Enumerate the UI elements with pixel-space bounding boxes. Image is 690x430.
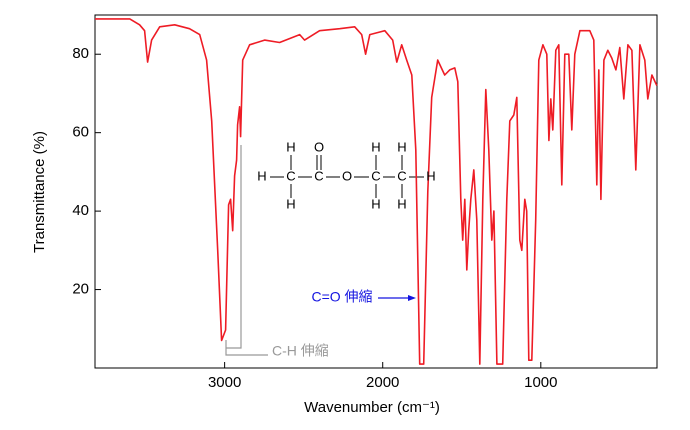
atom-label: H [257, 168, 266, 183]
x-tick-label: 2000 [366, 374, 399, 391]
atom-label: H [286, 139, 295, 154]
structure-bonds [270, 155, 424, 198]
atom-label: C [314, 168, 323, 183]
y-tick-label: 40 [72, 202, 89, 219]
atom-label: H [371, 196, 380, 211]
x-tick-label: 3000 [208, 374, 241, 391]
y-axis-label: Transmittance (%) [31, 131, 48, 253]
annotation: C=O 伸縮 [311, 289, 372, 305]
atom-label: C [397, 168, 406, 183]
spectrum-line [95, 18, 658, 365]
atom-label: O [314, 139, 324, 154]
plot-frame [94, 14, 658, 369]
atom-label: H [397, 196, 406, 211]
atom-label: C [286, 168, 295, 183]
annotation: C-H 伸縮 [272, 343, 329, 359]
ch-bracket [225, 145, 268, 356]
co-arrow [378, 295, 416, 301]
y-tick-label: 20 [72, 281, 89, 298]
atom-label: C [371, 168, 380, 183]
y-tick-label: 60 [72, 124, 89, 141]
y-tick-label: 80 [72, 45, 89, 62]
atom-label: H [286, 196, 295, 211]
atom-label: O [342, 168, 352, 183]
x-tick-label: 1000 [524, 374, 557, 391]
atom-label: H [371, 139, 380, 154]
atom-label: H [426, 168, 435, 183]
atom-label: H [397, 139, 406, 154]
x-axis-label: Wavenumber (cm⁻¹) [304, 399, 440, 416]
